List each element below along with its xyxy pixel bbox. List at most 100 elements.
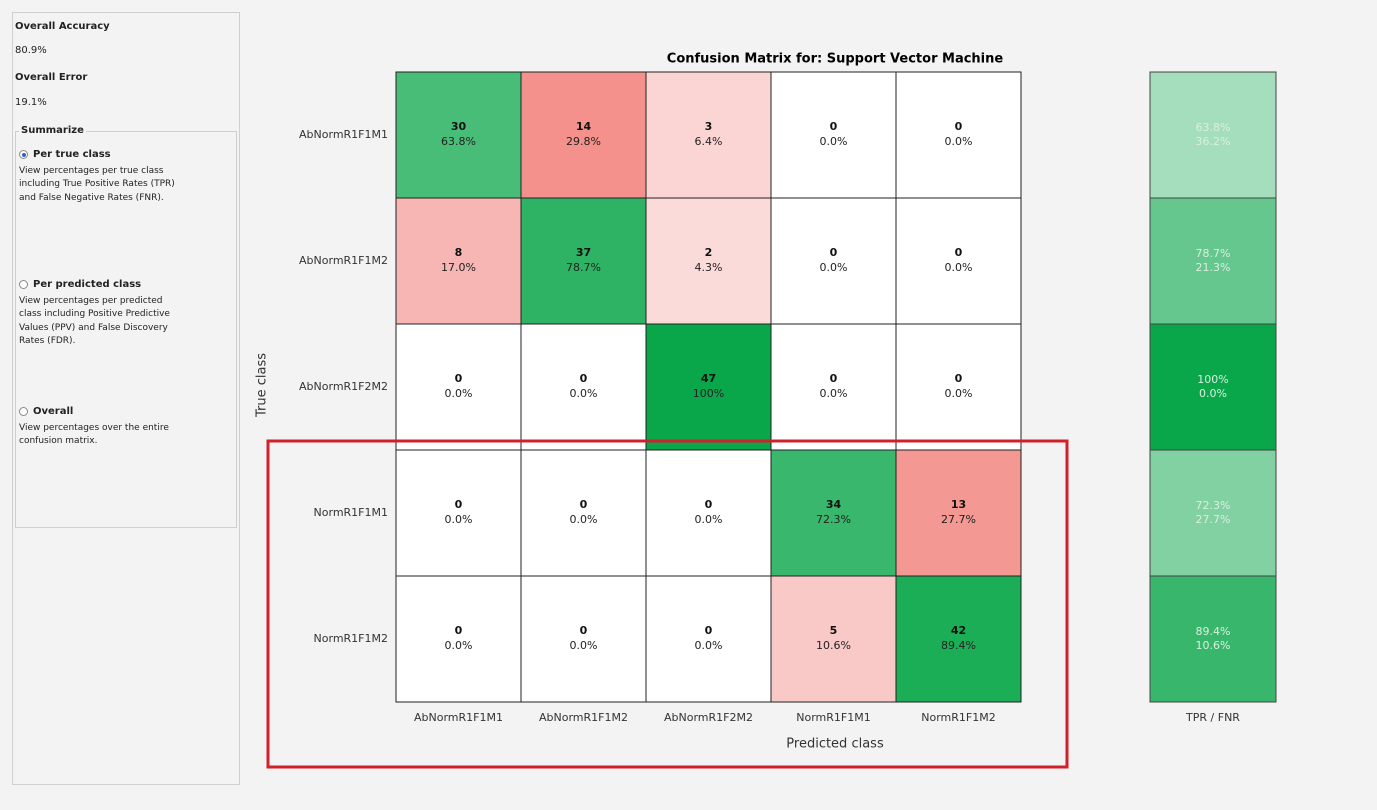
cell-count: 2 xyxy=(705,246,713,259)
column-label: AbNormR1F1M2 xyxy=(539,711,628,724)
cell-count: 8 xyxy=(455,246,463,259)
row-label: AbNormR1F1M1 xyxy=(299,128,388,141)
cell-count: 0 xyxy=(705,624,713,637)
matrix-cell xyxy=(645,575,772,703)
fnr-value: 27.7% xyxy=(1196,513,1231,526)
matrix-cell xyxy=(895,197,1022,325)
column-label: AbNormR1F1M1 xyxy=(414,711,503,724)
option-description: confusion matrix. xyxy=(19,436,98,447)
y-axis-label: True class xyxy=(255,353,270,418)
error-label: Overall Error xyxy=(15,72,88,83)
matrix-cell xyxy=(520,449,647,577)
highlight-box xyxy=(266,439,1069,769)
row-label: AbNormR1F2M2 xyxy=(299,380,388,393)
matrix-cell xyxy=(895,71,1022,199)
cell-count: 0 xyxy=(955,246,963,259)
option-label[interactable]: Per true class xyxy=(33,149,111,160)
cell-percent: 0.0% xyxy=(570,387,598,400)
cell-percent: 0.0% xyxy=(695,639,723,652)
option-description: and False Negative Rates (FNR). xyxy=(19,192,164,203)
cell-count: 14 xyxy=(576,120,592,133)
cell-percent: 6.4% xyxy=(695,135,723,148)
cell-percent: 0.0% xyxy=(445,387,473,400)
summary-cell xyxy=(1149,71,1277,199)
accuracy-value: 80.9% xyxy=(15,45,47,56)
column-label: NormR1F1M2 xyxy=(921,711,995,724)
matrix-cell xyxy=(895,575,1022,703)
tpr-value: 89.4% xyxy=(1196,625,1231,638)
cell-count: 30 xyxy=(451,120,467,133)
matrix-cell xyxy=(395,197,522,325)
matrix-cell xyxy=(395,449,522,577)
option-description: View percentages over the entire xyxy=(19,423,169,433)
matrix-cell xyxy=(645,323,772,451)
summary-cell xyxy=(1149,449,1277,577)
cell-percent: 0.0% xyxy=(820,135,848,148)
matrix-cell xyxy=(395,575,522,703)
summarize-group xyxy=(15,131,237,528)
cell-count: 0 xyxy=(455,498,463,511)
cell-count: 0 xyxy=(580,624,588,637)
matrix-cell xyxy=(520,197,647,325)
tpr-value: 72.3% xyxy=(1196,499,1231,512)
column-label: AbNormR1F2M2 xyxy=(664,711,753,724)
cell-count: 37 xyxy=(576,246,591,259)
matrix-cell xyxy=(645,197,772,325)
summary-panel: Overall Accuracy 80.9% Overall Error 19.… xyxy=(12,12,240,785)
cell-count: 34 xyxy=(826,498,842,511)
cell-percent: 0.0% xyxy=(945,261,973,274)
cell-percent: 72.3% xyxy=(816,513,851,526)
radio-button[interactable] xyxy=(19,407,28,416)
option-label[interactable]: Per predicted class xyxy=(33,279,142,290)
option-label[interactable]: Overall xyxy=(33,406,74,417)
cell-percent: 78.7% xyxy=(566,261,601,274)
option-description: Values (PPV) and False Discovery xyxy=(19,322,168,333)
radio-button[interactable] xyxy=(19,150,28,159)
fnr-value: 10.6% xyxy=(1196,639,1231,652)
row-label: NormR1F1M1 xyxy=(314,506,388,519)
option-description: View percentages per predicted xyxy=(19,296,163,306)
fnr-value: 36.2% xyxy=(1196,135,1231,148)
cell-count: 0 xyxy=(955,372,963,385)
cell-count: 13 xyxy=(951,498,966,511)
chart-title: Confusion Matrix for: Support Vector Mac… xyxy=(667,52,1004,67)
cell-count: 3 xyxy=(705,120,713,133)
cell-percent: 27.7% xyxy=(941,513,976,526)
cell-percent: 0.0% xyxy=(570,513,598,526)
matrix-cell xyxy=(770,323,897,451)
option-description: View percentages per true class xyxy=(19,166,164,176)
matrix-cell xyxy=(395,71,522,199)
matrix-cell xyxy=(395,323,522,451)
cell-count: 0 xyxy=(705,498,713,511)
matrix-cell xyxy=(770,575,897,703)
matrix-cell xyxy=(520,575,647,703)
matrix-cell xyxy=(520,71,647,199)
option-description: including True Positive Rates (TPR) xyxy=(19,179,175,190)
radio-button[interactable] xyxy=(19,280,28,289)
cell-percent: 100% xyxy=(693,387,724,400)
summary-cell xyxy=(1149,197,1277,325)
cell-percent: 0.0% xyxy=(820,261,848,274)
cell-count: 0 xyxy=(830,246,838,259)
cell-percent: 89.4% xyxy=(941,639,976,652)
cell-percent: 10.6% xyxy=(816,639,851,652)
cell-percent: 0.0% xyxy=(570,639,598,652)
cell-percent: 29.8% xyxy=(566,135,601,148)
option-description: class including Positive Predictive xyxy=(19,309,170,320)
cell-count: 0 xyxy=(830,120,838,133)
cell-percent: 17.0% xyxy=(441,261,476,274)
summary-label: TPR / FNR xyxy=(1185,711,1240,724)
cell-count: 0 xyxy=(580,372,588,385)
fnr-value: 0.0% xyxy=(1199,387,1227,400)
cell-percent: 0.0% xyxy=(945,135,973,148)
cell-percent: 0.0% xyxy=(820,387,848,400)
summarize-label: Summarize xyxy=(19,125,86,136)
cell-count: 0 xyxy=(455,624,463,637)
matrix-cell xyxy=(895,449,1022,577)
tpr-value: 100% xyxy=(1197,373,1228,386)
cell-count: 5 xyxy=(830,624,838,637)
cell-percent: 0.0% xyxy=(945,387,973,400)
tpr-value: 78.7% xyxy=(1196,247,1231,260)
